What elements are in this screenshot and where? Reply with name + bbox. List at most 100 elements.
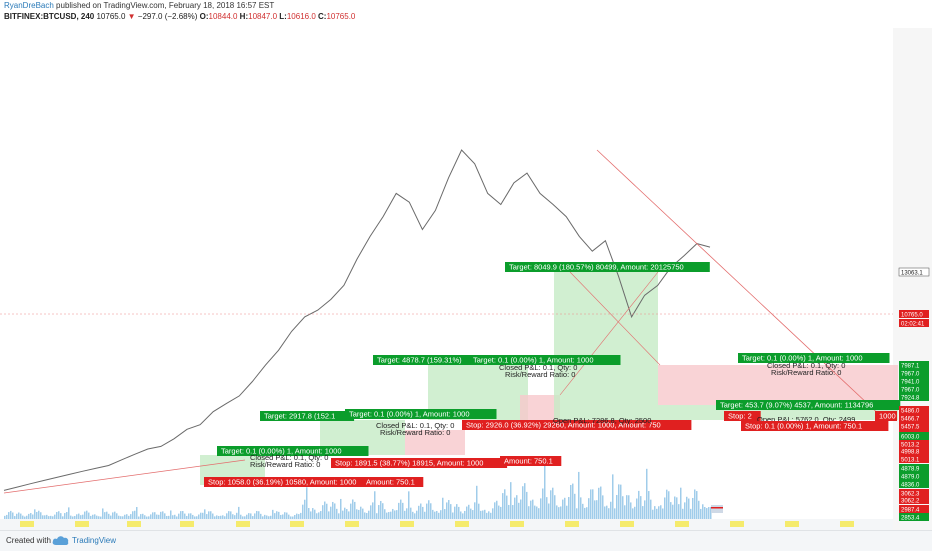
volume-bar: [268, 516, 270, 519]
volume-bar: [662, 508, 664, 519]
volume-bar: [672, 504, 674, 519]
volume-bar: [376, 513, 378, 519]
trendline-early: [3, 459, 246, 494]
volume-bar: [54, 514, 56, 519]
volume-bar: [198, 514, 200, 519]
axis-tag-bg-1: [899, 310, 929, 318]
volume-bar: [558, 507, 560, 519]
volume-bar: [444, 509, 446, 519]
position-1-closed-pnl: Closed P&L: 0.1, Qty: 0: [250, 453, 328, 462]
volume-bar: [692, 497, 694, 519]
volume-bar: [404, 510, 406, 519]
volume-bar: [562, 499, 564, 519]
volume-bar: [466, 506, 468, 519]
volume-bar: [666, 489, 668, 519]
volume-bar: [168, 515, 170, 519]
volume-bar: [310, 511, 312, 519]
volume-bar: [674, 496, 676, 519]
position-2-closed-pnl: Closed P&L: 0.1, Qty: 0: [376, 421, 454, 430]
volume-bar: [96, 515, 98, 519]
volume-bar: [676, 497, 678, 519]
volume-bar: [354, 501, 356, 519]
volume-bar: [550, 490, 552, 519]
volume-bar: [470, 508, 472, 519]
volume-bar: [416, 510, 418, 519]
volume-bar: [160, 511, 162, 519]
volume-bar: [158, 514, 160, 519]
volume-bar: [326, 503, 328, 519]
time-tick-3: [180, 521, 194, 527]
volume-bar: [430, 503, 432, 519]
position-2-target2-label-bg: [345, 409, 497, 419]
volume-bar: [40, 512, 42, 519]
volume-bar: [686, 496, 688, 519]
volume-bar: [356, 509, 358, 519]
position-3-closed-pnl: Closed P&L: 0.1, Qty: 0: [499, 363, 577, 372]
volume-bar: [290, 516, 292, 519]
axis-tag-label-4: 7967.0: [901, 372, 920, 378]
volume-bar: [156, 514, 158, 519]
volume-bar: [274, 513, 276, 519]
volume-bar: [492, 508, 494, 519]
volume-bar: [30, 513, 32, 519]
volume-bar: [612, 474, 614, 519]
volume-bar: [452, 512, 454, 519]
volume-bar: [604, 506, 606, 519]
volume-bar: [336, 508, 338, 519]
author-name[interactable]: RyanDreBach: [4, 1, 54, 10]
tradingview-cloud-icon: [52, 536, 69, 545]
volume-bar: [102, 508, 104, 519]
volume-bar: [252, 516, 254, 519]
volume-bar: [418, 505, 420, 519]
volume-bar: [80, 515, 82, 519]
volume-bar: [402, 502, 404, 519]
volume-bar: [92, 514, 94, 519]
position-2-stop-label: Stop: 1891.5 (38.77%) 18915, Amount: 100…: [335, 459, 483, 468]
volume-bar: [320, 511, 322, 519]
volume-bar: [328, 511, 330, 519]
volume-bar: [246, 514, 248, 519]
position-5-target2-label: Target: 0.1 (0.00%) 1, Amount: 1000: [742, 354, 863, 363]
volume-bar: [624, 505, 626, 519]
volume-bar: [380, 500, 382, 519]
volume-bar: [12, 512, 14, 519]
volume-bar: [446, 502, 448, 519]
volume-bar: [50, 515, 52, 519]
volume-bar: [166, 515, 168, 519]
volume-bar: [704, 507, 706, 519]
volume-bar: [332, 501, 334, 519]
axis-tag-label-0: 13063.1: [901, 271, 923, 277]
volume-bar: [518, 502, 520, 519]
volume-bar: [70, 515, 72, 519]
position-5-closed-pnl: Closed P&L: 0.1, Qty: 0: [767, 361, 845, 370]
volume-bar: [648, 491, 650, 519]
volume-bar: [534, 505, 536, 519]
position-1-risk-reward: Risk/Reward Ratio: 0: [250, 460, 320, 469]
volume-bar: [132, 511, 134, 519]
price-chart[interactable]: Target: 0.1 (0.00%) 1, Amount: 1000Close…: [0, 0, 932, 530]
volume-bar: [610, 501, 612, 519]
volume-bar: [494, 502, 496, 519]
tradingview-brand[interactable]: TradingView: [72, 536, 117, 545]
volume-bar: [296, 513, 298, 519]
volume-bar: [532, 499, 534, 519]
volume-bar: [688, 498, 690, 519]
position-4-profit-zone: [554, 272, 658, 420]
volume-bar: [184, 513, 186, 519]
volume-bar: [658, 506, 660, 519]
volume-bar: [212, 513, 214, 519]
volume-bar: [68, 507, 70, 519]
volume-bar: [314, 509, 316, 519]
volume-bar: [412, 511, 414, 519]
volume-bar: [700, 508, 702, 519]
volume-bar: [634, 506, 636, 519]
volume-bar: [236, 512, 238, 519]
volume-bar: [258, 511, 260, 519]
volume-bar: [584, 507, 586, 519]
low-label: L:: [279, 12, 287, 21]
axis-tag-label-10: 5457.5: [901, 425, 920, 431]
volume-bar: [548, 503, 550, 519]
volume-bar: [124, 514, 126, 519]
volume-bar: [264, 514, 266, 519]
volume-bar: [284, 512, 286, 519]
